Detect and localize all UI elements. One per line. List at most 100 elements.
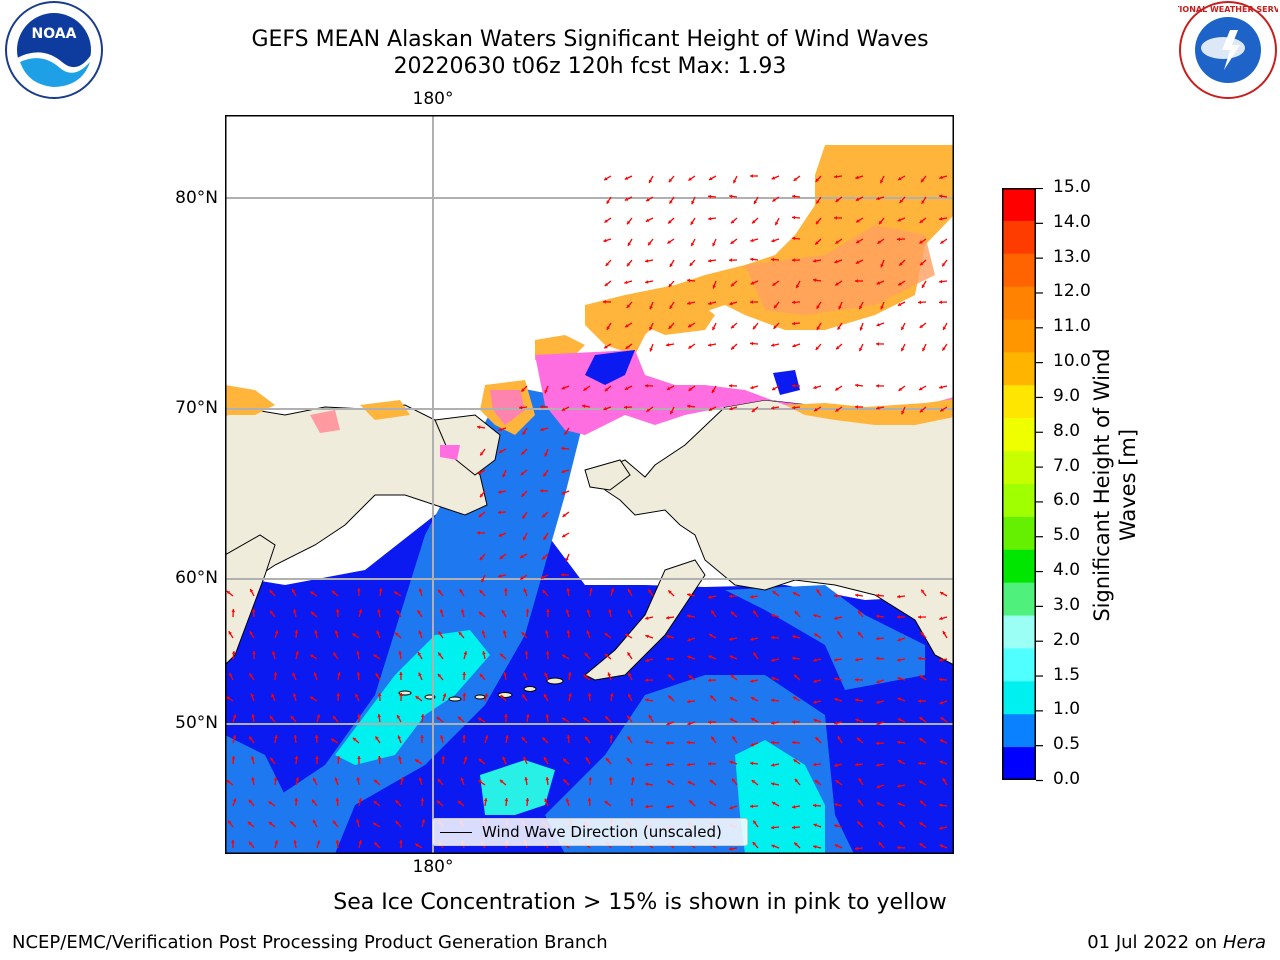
direction-arrowhead bbox=[729, 258, 732, 262]
graticule bbox=[225, 115, 954, 854]
direction-arrowhead bbox=[708, 343, 712, 347]
direction-arrowhead bbox=[773, 325, 777, 329]
direction-arrowhead bbox=[376, 630, 380, 635]
direction-arrowhead bbox=[815, 737, 819, 741]
direction-arrowhead bbox=[918, 656, 922, 661]
direction-arrowhead bbox=[667, 780, 671, 784]
direction-arrowhead bbox=[711, 610, 715, 614]
direction-arrowhead bbox=[712, 326, 716, 331]
direction-arrowhead bbox=[521, 493, 525, 497]
direction-arrowhead bbox=[897, 615, 900, 619]
map-title: GEFS MEAN Alaskan Waters Significant Hei… bbox=[251, 27, 929, 52]
direction-arrowhead bbox=[335, 609, 340, 613]
direction-arrowhead bbox=[794, 778, 799, 783]
direction-arrowhead bbox=[708, 194, 712, 199]
direction-arrowhead bbox=[750, 385, 754, 390]
direction-arrowhead bbox=[753, 820, 757, 824]
direction-arrowhead bbox=[729, 847, 733, 851]
direction-arrowhead bbox=[441, 756, 446, 760]
noaa-logo: NOAA bbox=[5, 1, 103, 99]
direction-arrowhead bbox=[687, 740, 691, 745]
direction-arrowhead bbox=[607, 672, 611, 676]
direction-arrowhead bbox=[792, 194, 796, 199]
direction-arrowhead bbox=[316, 840, 321, 844]
direction-arrowhead bbox=[315, 756, 319, 759]
direction-arrowhead bbox=[540, 404, 544, 409]
direction-arrowhead bbox=[589, 588, 593, 592]
direction-arrowhead bbox=[897, 218, 901, 222]
direction-arrowhead bbox=[688, 345, 692, 349]
direction-arrowhead bbox=[878, 821, 882, 826]
direction-arrowhead bbox=[563, 779, 567, 783]
colorbar-segment bbox=[1002, 615, 1036, 649]
direction-arrowhead bbox=[645, 740, 649, 744]
land-alaska bbox=[599, 399, 954, 666]
direction-arrowhead bbox=[610, 588, 615, 592]
direction-arrowhead bbox=[774, 304, 778, 309]
direction-arrowhead bbox=[418, 672, 422, 677]
direction-arrowhead bbox=[855, 657, 859, 662]
direction-arrowhead bbox=[358, 609, 363, 613]
direction-arrowhead bbox=[688, 675, 692, 679]
direction-arrowhead bbox=[421, 819, 426, 823]
direction-arrowhead bbox=[645, 698, 649, 702]
direction-arrowhead bbox=[834, 259, 838, 264]
direction-arrowhead bbox=[919, 738, 923, 742]
direction-arrowhead bbox=[666, 657, 669, 661]
footer-machine: Hera bbox=[1222, 932, 1266, 953]
direction-arrowhead bbox=[627, 242, 631, 246]
direction-arrowhead bbox=[772, 386, 776, 391]
direction-arrowhead bbox=[666, 762, 670, 767]
direction-arrowhead bbox=[293, 735, 298, 739]
colorbar-tick-marks bbox=[1036, 188, 1043, 782]
direction-arrowhead bbox=[709, 634, 713, 638]
direction-arrowhead bbox=[310, 654, 314, 658]
map-legend: Wind Wave Direction (unscaled) bbox=[432, 818, 748, 846]
direction-arrowhead bbox=[897, 740, 901, 745]
direction-arrowhead bbox=[562, 513, 567, 517]
direction-arrowhead bbox=[876, 656, 880, 661]
direction-arrowhead bbox=[939, 279, 943, 284]
direction-arrowhead bbox=[377, 693, 382, 697]
direction-arrowhead bbox=[792, 592, 797, 596]
direction-arrowhead bbox=[542, 590, 546, 594]
direction-arrowhead bbox=[561, 386, 565, 390]
direction-arrowhead bbox=[464, 756, 468, 760]
direction-arrowhead bbox=[792, 384, 796, 388]
direction-arrowhead bbox=[436, 800, 441, 805]
direction-arrowhead bbox=[942, 262, 946, 267]
direction-arrowhead bbox=[436, 717, 441, 721]
colorbar-segment bbox=[1002, 681, 1036, 715]
direction-arrowhead bbox=[249, 841, 253, 846]
direction-arrowhead bbox=[521, 451, 525, 455]
direction-arrowhead bbox=[377, 756, 382, 760]
direction-arrowhead bbox=[274, 735, 278, 739]
ocean-mid-region bbox=[225, 385, 585, 854]
direction-arrowhead bbox=[750, 743, 754, 747]
direction-arrowhead bbox=[399, 840, 403, 843]
direction-arrowhead bbox=[461, 609, 465, 613]
direction-arrowhead bbox=[687, 614, 691, 618]
direction-arrowhead bbox=[273, 672, 278, 676]
direction-arrowhead bbox=[750, 174, 753, 178]
direction-arrowhead bbox=[540, 575, 545, 579]
direction-arrowhead bbox=[524, 651, 529, 655]
direction-arrowhead bbox=[420, 735, 424, 738]
direction-arrowhead bbox=[645, 678, 649, 682]
direction-arrowhead bbox=[687, 699, 691, 704]
direction-arrowhead bbox=[295, 651, 299, 655]
direction-arrowhead bbox=[505, 735, 509, 739]
direction-arrowhead bbox=[603, 406, 607, 411]
colorbar-segment bbox=[1002, 286, 1036, 321]
direction-arrowhead bbox=[334, 777, 338, 781]
direction-arrowhead bbox=[522, 515, 526, 519]
direction-arrowhead bbox=[397, 735, 401, 739]
direction-arrowhead bbox=[729, 194, 733, 199]
direction-arrowhead bbox=[855, 846, 859, 851]
direction-arrowhead bbox=[793, 177, 798, 181]
direction-arrowhead bbox=[919, 240, 923, 244]
direction-arrowhead bbox=[815, 241, 819, 245]
direction-arrowhead bbox=[606, 326, 610, 330]
direction-arrowhead bbox=[816, 200, 820, 204]
direction-arrowhead bbox=[708, 216, 712, 221]
